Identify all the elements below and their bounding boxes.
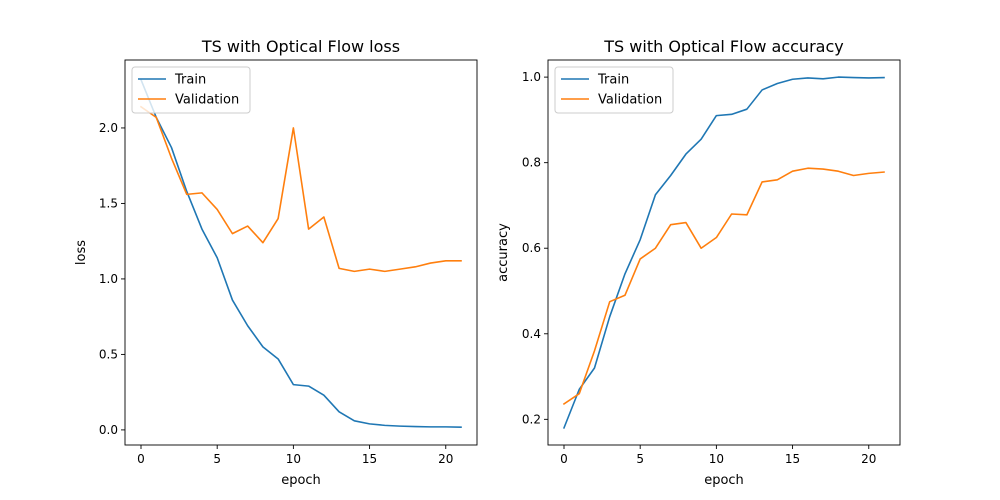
subplot-accuracy: 0 5 10 15 20 0.2 0.4 0.6 0.8 1.0 TS with Optical F… [496,37,901,488]
x-tick-label: 20 [861,452,876,466]
series-line-train [139,78,462,428]
legend-label-validation: Validation [175,93,239,108]
y-tick-label: 0.5 [99,347,118,361]
y-tick-label: 0.4 [522,327,541,341]
y-axis-label: accuracy [496,223,511,282]
x-tick-label: 15 [362,452,377,466]
legend-label-train: Train [174,73,206,88]
series-line-train [562,76,885,429]
x-tick-label: 10 [286,452,301,466]
y-tick-label: 0.0 [99,423,118,437]
chart-title: TS with Optical Flow loss [201,37,400,56]
y-tick-label: 0.6 [522,241,541,255]
axes-frame [547,59,901,446]
x-axis-label: epoch [281,473,321,488]
x-tick-label: 10 [709,452,724,466]
x-tick-label: 0 [137,452,145,466]
subplot-loss: 0 5 10 15 20 0.0 0.5 1.0 1.5 2.0 TS with Optical F… [74,37,478,488]
y-tick-label: 0.8 [522,156,541,170]
x-tick-label: 15 [785,452,800,466]
chart-title: TS with Optical Flow accuracy [603,37,843,56]
y-tick-label: 1.0 [522,70,541,84]
y-axis-label: loss [74,240,89,265]
legend: Train Validation [131,66,251,114]
x-tick-label: 5 [213,452,221,466]
y-tick-label: 1.0 [99,272,118,286]
series-line-validation [562,167,885,406]
y-tick-label: 2.0 [99,121,118,135]
legend: Train Validation [554,66,674,114]
axes-frame [124,59,478,446]
y-tick-label: 0.2 [522,412,541,426]
x-axis-label: epoch [704,473,744,488]
x-tick-label: 20 [438,452,453,466]
x-tick-label: 0 [560,452,568,466]
legend-label-validation: Validation [598,93,662,108]
legend-label-train: Train [597,73,629,88]
y-tick-label: 1.5 [99,196,118,210]
x-tick-label: 5 [636,452,644,466]
series-line-validation [139,105,462,273]
